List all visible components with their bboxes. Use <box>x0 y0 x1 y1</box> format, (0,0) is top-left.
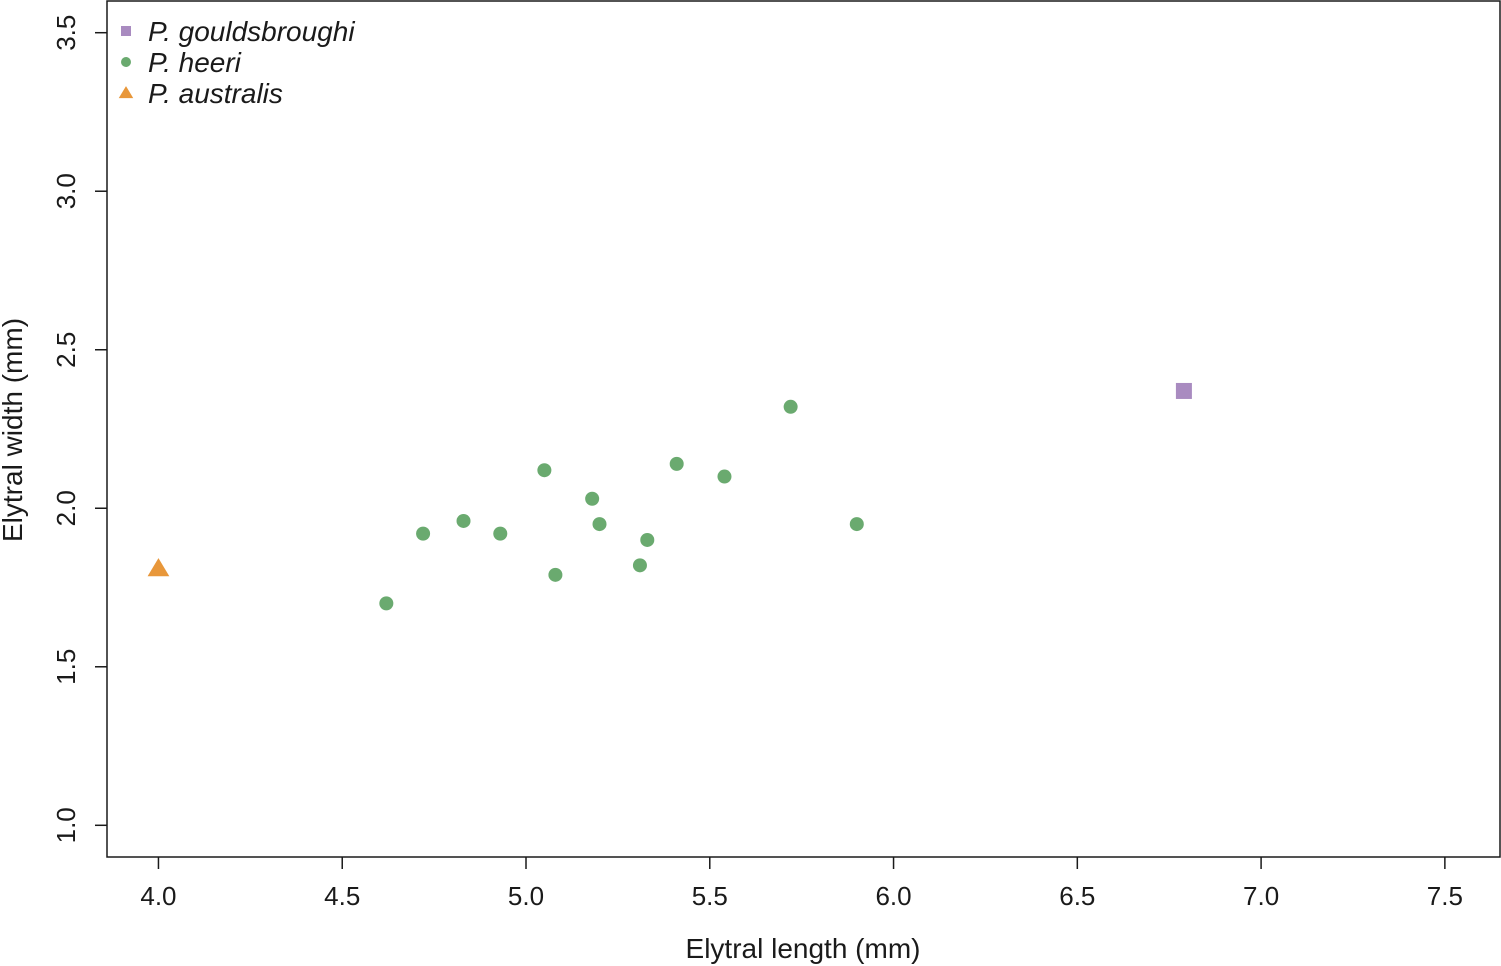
data-point-circle <box>537 463 552 478</box>
data-point-square <box>1175 382 1192 399</box>
y-tick-label: 2.5 <box>51 332 81 368</box>
x-tick-label: 5.0 <box>508 881 544 911</box>
legend-label: P. heeri <box>148 47 242 78</box>
data-point-circle <box>632 558 647 573</box>
legend-marker-triangle <box>118 86 134 99</box>
x-tick-label: 6.5 <box>1059 881 1095 911</box>
x-tick-label: 4.5 <box>324 881 360 911</box>
y-tick-label: 1.0 <box>51 807 81 843</box>
data-point-circle <box>717 469 732 484</box>
data-point-circle <box>783 399 798 414</box>
data-point-circle <box>416 526 431 541</box>
data-point-circle <box>669 456 684 471</box>
y-tick-label: 2.0 <box>51 490 81 526</box>
data-point-circle <box>640 532 655 547</box>
y-tick-label: 3.0 <box>51 173 81 209</box>
y-tick-label: 3.5 <box>51 15 81 51</box>
data-point-circle <box>456 513 471 528</box>
x-axis: 4.0 4.5 5.0 5.5 6.0 6.5 7.0 7.5 <box>140 857 1463 911</box>
legend-marker-square <box>121 26 131 36</box>
data-point-circle <box>849 517 864 532</box>
data-point-circle <box>585 491 600 506</box>
plot-frame <box>106 0 1501 858</box>
x-tick-label: 7.5 <box>1427 881 1463 911</box>
data-points <box>147 382 1192 611</box>
x-axis-title: Elytral length (mm) <box>686 933 921 964</box>
y-tick-label: 1.5 <box>51 649 81 685</box>
legend-label: P. australis <box>148 78 283 109</box>
data-point-circle <box>379 596 394 611</box>
data-point-circle <box>592 517 607 532</box>
y-axis: 1.0 1.5 2.0 2.5 3.0 3.5 <box>51 15 107 843</box>
y-axis-title: Elytral width (mm) <box>0 318 28 542</box>
data-point-circle <box>493 526 508 541</box>
data-point-triangle <box>147 558 170 577</box>
legend-marker-circle <box>121 57 131 67</box>
x-tick-label: 5.5 <box>692 881 728 911</box>
x-tick-label: 7.0 <box>1243 881 1279 911</box>
x-tick-label: 4.0 <box>140 881 176 911</box>
data-point-circle <box>548 567 563 582</box>
x-tick-label: 6.0 <box>875 881 911 911</box>
legend-label: P. gouldsbroughi <box>148 16 355 47</box>
